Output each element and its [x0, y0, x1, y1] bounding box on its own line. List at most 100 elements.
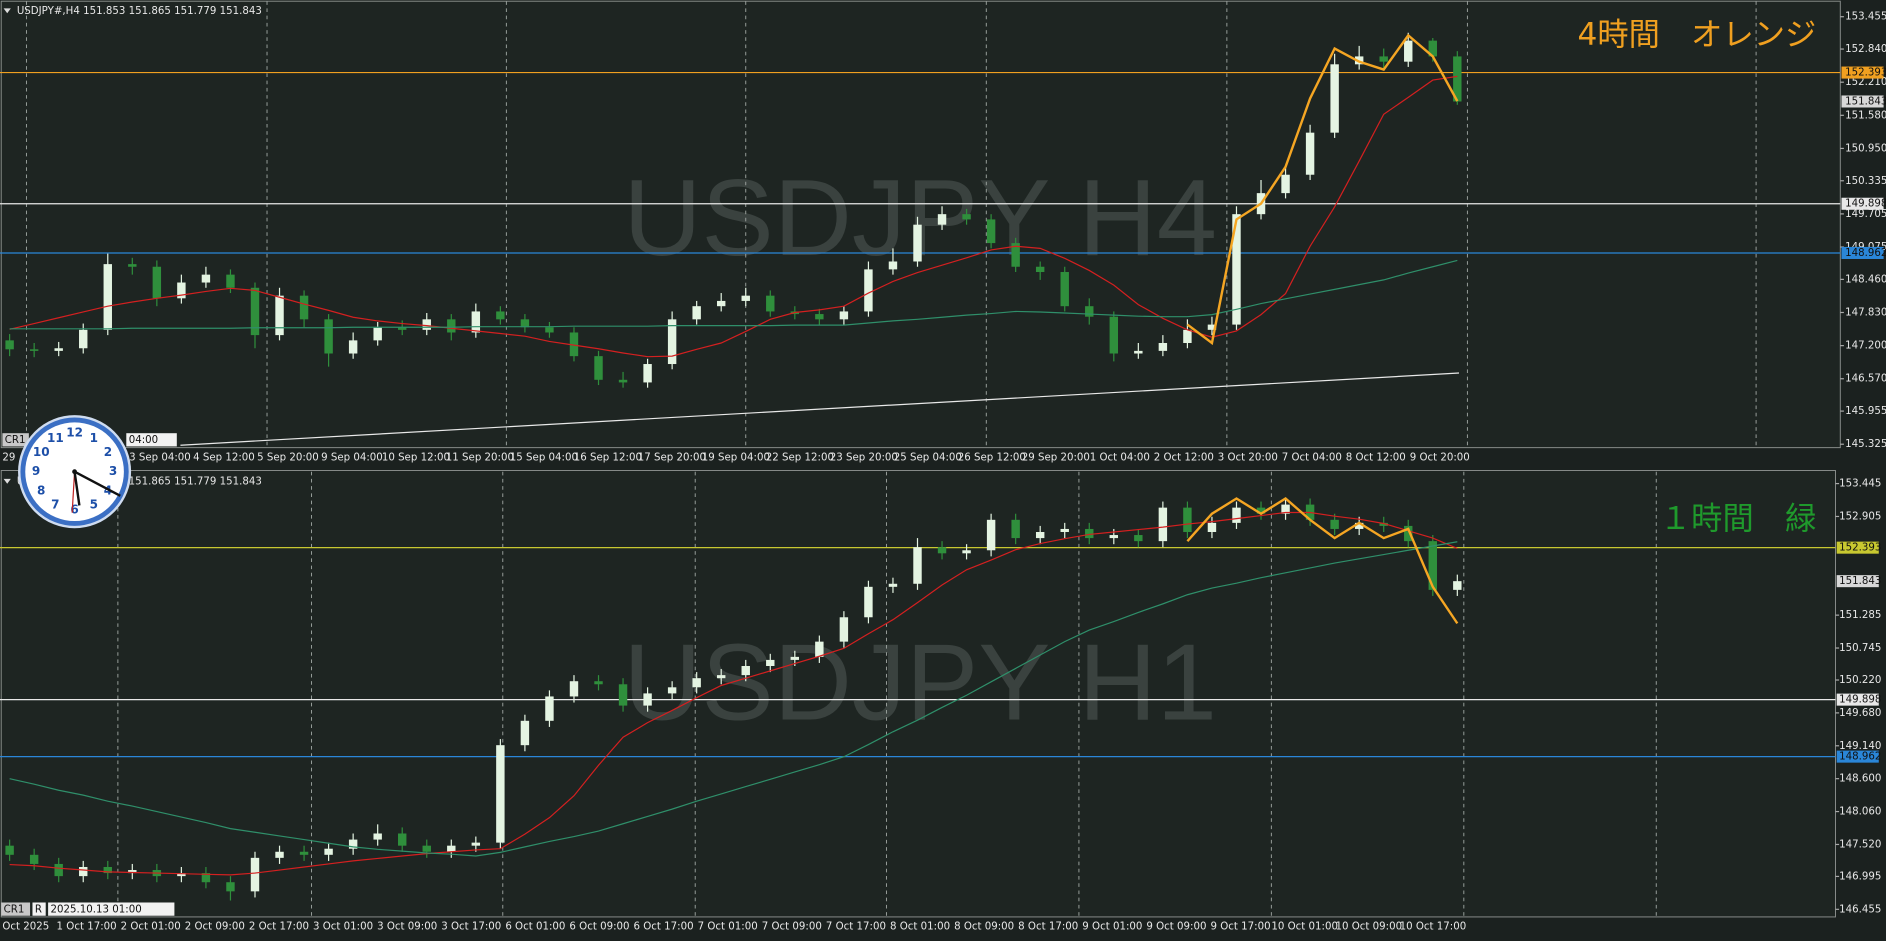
- candle-body: [299, 295, 309, 320]
- level-label-box: [1841, 246, 1884, 259]
- y-tick-label: 148.460: [1845, 274, 1886, 285]
- candle-body: [250, 287, 260, 336]
- x-tick-label: 3 Sep 04:00: [129, 452, 191, 463]
- candle-body: [1404, 525, 1413, 542]
- indicator-line: [9, 75, 1458, 358]
- candle-body: [471, 311, 481, 333]
- y-tick-label: 152.210: [1845, 77, 1886, 88]
- indicator-line: [9, 541, 1458, 857]
- indicator-line: [9, 511, 1458, 876]
- x-tick-label: 29: [2, 452, 15, 463]
- level-label: 149.898: [1839, 695, 1881, 706]
- x-tick-label: 10 Oct 01:00: [1271, 922, 1338, 933]
- candle-body: [962, 214, 971, 220]
- candle-body: [177, 282, 186, 299]
- x-tick-label: 26 Sep 12:00: [958, 452, 1026, 463]
- candle-body: [1060, 272, 1069, 307]
- x-tick-label: 6 Oct 17:00: [634, 922, 694, 933]
- candle-body: [815, 314, 824, 320]
- x-tick-label: Oct 2025: [2, 922, 49, 933]
- price-label-box: [1836, 575, 1879, 588]
- candle-body: [1035, 532, 1045, 539]
- candle-body: [226, 274, 235, 288]
- x-tick-label: 7 Oct 04:00: [1282, 452, 1342, 463]
- x-tick-label: 3 Oct 17:00: [441, 922, 501, 933]
- candle-body: [275, 295, 284, 336]
- x-tick-label: 9 Oct 01:00: [1082, 922, 1142, 933]
- candle-body: [373, 833, 382, 840]
- candle-body: [839, 311, 849, 320]
- candle-body: [888, 261, 898, 270]
- price-label: 151.843: [1839, 576, 1881, 587]
- x-tick-label: 4 Sep 12:00: [193, 452, 255, 463]
- candle-body: [324, 848, 333, 855]
- candle-body: [1354, 522, 1364, 529]
- pane-h1: [0, 470, 1836, 918]
- y-tick-label: 146.995: [1839, 871, 1881, 882]
- status-text: R: [35, 904, 42, 915]
- level-label-box: [1836, 693, 1879, 706]
- status-text: 2025.10.13 01:00: [51, 904, 142, 915]
- candle-body: [1453, 581, 1462, 590]
- candle-body: [594, 356, 603, 380]
- clock-number: 8: [37, 483, 45, 497]
- x-tick-label: 22 Sep 12:00: [766, 452, 834, 463]
- candle-body: [1232, 214, 1241, 325]
- candle-body: [986, 519, 996, 551]
- candle-body: [1134, 535, 1143, 542]
- clock-number: 5: [90, 498, 98, 512]
- x-tick-label: 2 Oct 17:00: [249, 922, 309, 933]
- candle-body: [864, 586, 873, 618]
- candle-body: [1281, 504, 1290, 514]
- y-tick-label: 152.840: [1845, 44, 1886, 55]
- x-tick-label: 9 Oct 09:00: [1146, 922, 1206, 933]
- candle-body: [815, 641, 824, 657]
- candle-body: [422, 845, 431, 852]
- candle-body: [1379, 56, 1388, 62]
- candle-body: [29, 854, 39, 864]
- level-label: 148.962: [1839, 752, 1881, 763]
- x-tick-label: 5 Sep 20:00: [257, 452, 319, 463]
- y-tick-label: 151.580: [1845, 110, 1886, 121]
- x-tick-label: 8 Oct 09:00: [954, 922, 1014, 933]
- candle-body: [1183, 507, 1192, 533]
- clock-center: [72, 469, 77, 475]
- x-tick-label: 10 Oct 09:00: [1335, 922, 1402, 933]
- candle-body: [692, 678, 701, 688]
- candle-body: [667, 687, 677, 694]
- candle-body: [1035, 266, 1045, 273]
- level-label-box: [1841, 197, 1884, 210]
- candle-body: [5, 845, 14, 855]
- x-tick-label: 11 Sep 20:00: [446, 452, 514, 463]
- candle-body: [1134, 350, 1143, 354]
- menu-arrow: [3, 478, 11, 484]
- level-label: 152.393: [1839, 543, 1881, 554]
- y-tick-label: 148.600: [1839, 774, 1881, 785]
- candle-body: [128, 870, 137, 874]
- candle-body: [1207, 522, 1217, 533]
- clock-number: 1: [90, 431, 98, 445]
- candle-body: [1305, 132, 1315, 175]
- candle-body: [1281, 174, 1290, 194]
- x-tick-label: 1 Oct 04:00: [1090, 452, 1150, 463]
- candle-body: [741, 665, 750, 676]
- x-tick-label: 9 Sep 04:00: [321, 452, 383, 463]
- y-tick-label: 153.455: [1845, 12, 1886, 23]
- clock-number: 7: [51, 498, 59, 512]
- y-tick-label: 150.220: [1839, 675, 1881, 686]
- candle-body: [422, 319, 431, 330]
- status-box: [2, 433, 29, 447]
- x-tick-label: 16 Sep 12:00: [574, 452, 642, 463]
- candle-body: [201, 274, 211, 283]
- candle-body: [1379, 522, 1388, 526]
- candle-body: [1428, 40, 1437, 57]
- x-tick-label: 19 Sep 04:00: [702, 452, 770, 463]
- level-label: 149.898: [1845, 199, 1886, 210]
- status-text: CR1: [4, 904, 25, 915]
- candle-body: [128, 264, 137, 267]
- candle-body: [667, 319, 677, 365]
- clock-number: 12: [66, 426, 83, 440]
- x-tick-label: 23 Sep 20:00: [830, 452, 898, 463]
- level-label-box: [1836, 750, 1879, 763]
